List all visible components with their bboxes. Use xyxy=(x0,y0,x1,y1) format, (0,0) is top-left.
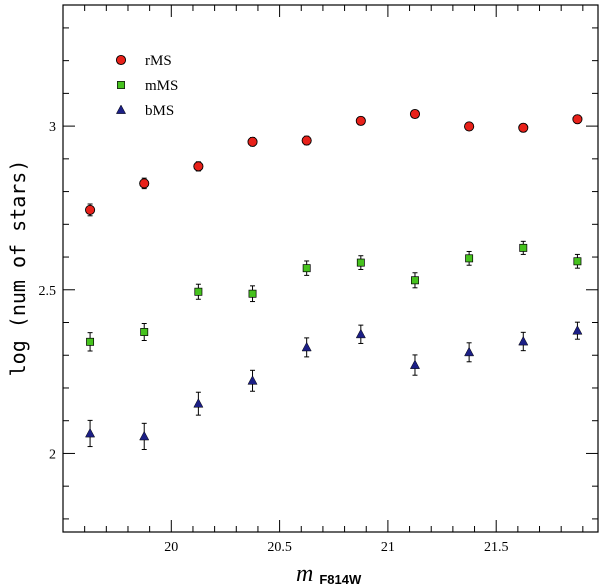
y-tick-labels: 22.53 xyxy=(39,120,57,462)
data-point-bMS xyxy=(85,427,96,438)
x-axis-title-subscript: F814W xyxy=(319,572,362,586)
series-rMS xyxy=(85,108,583,217)
data-point-mMS xyxy=(411,276,419,285)
data-point-mMS xyxy=(573,257,582,266)
legend-label: bMS xyxy=(145,103,174,119)
data-point-bMS xyxy=(464,346,475,357)
data-point-rMS xyxy=(572,114,583,125)
data-point-bMS xyxy=(409,359,420,369)
legend: rMS mMS bMS xyxy=(115,53,178,119)
x-tick-label: 21 xyxy=(381,540,395,555)
series-bMS xyxy=(85,321,583,451)
data-point-mMS xyxy=(465,254,474,263)
x-tick-labels: 20 20.5 21 21.5 xyxy=(164,540,508,555)
x-tick-label: 20.5 xyxy=(267,540,292,555)
axis-ticks xyxy=(62,5,598,532)
data-point-mMS xyxy=(194,287,203,296)
x-tick-label: 20 xyxy=(164,540,178,555)
data-point-rMS xyxy=(464,121,475,132)
legend-label: rMS xyxy=(145,53,172,69)
plot-frame xyxy=(62,4,599,533)
legend-entry-rMS: rMS xyxy=(115,53,172,69)
data-point-rMS xyxy=(301,135,312,146)
legend-entry-mMS: mMS xyxy=(117,78,178,94)
data-point-bMS xyxy=(518,335,529,346)
legend-marker-bMS xyxy=(115,104,127,114)
data-point-rMS xyxy=(193,161,204,172)
data-point-bMS xyxy=(572,325,583,335)
x-tick-label: 21.5 xyxy=(484,540,509,555)
x-axis-title: m F814W xyxy=(296,561,362,586)
data-point-mMS xyxy=(248,289,257,298)
data-point-mMS xyxy=(86,337,95,346)
legend-marker-mMS xyxy=(117,81,125,89)
y-tick-label: 3 xyxy=(49,120,56,135)
data-point-bMS xyxy=(139,430,150,441)
legend-label: mMS xyxy=(145,78,178,94)
data-point-rMS xyxy=(85,204,96,215)
y-axis-title: log (num of stars) xyxy=(6,160,30,377)
data-point-mMS xyxy=(356,258,365,267)
data-point-rMS xyxy=(247,136,258,147)
data-point-mMS xyxy=(140,328,149,336)
data-point-mMS xyxy=(302,264,311,273)
legend-marker-rMS xyxy=(115,54,127,66)
data-point-rMS xyxy=(518,122,529,133)
data-point-bMS xyxy=(193,398,204,408)
data-point-rMS xyxy=(409,108,421,120)
data-point-bMS xyxy=(247,375,258,385)
x-axis-title-main: m xyxy=(296,561,313,586)
y-tick-label: 2.5 xyxy=(39,284,57,299)
data-point-bMS xyxy=(355,328,366,339)
legend-entry-bMS: bMS xyxy=(115,103,174,119)
series-mMS xyxy=(86,240,582,352)
data-point-rMS xyxy=(355,115,366,126)
data-point-bMS xyxy=(301,341,312,352)
y-tick-label: 2 xyxy=(49,447,56,462)
data-point-mMS xyxy=(519,243,528,252)
data-series xyxy=(85,108,583,451)
data-point-rMS xyxy=(139,178,150,189)
